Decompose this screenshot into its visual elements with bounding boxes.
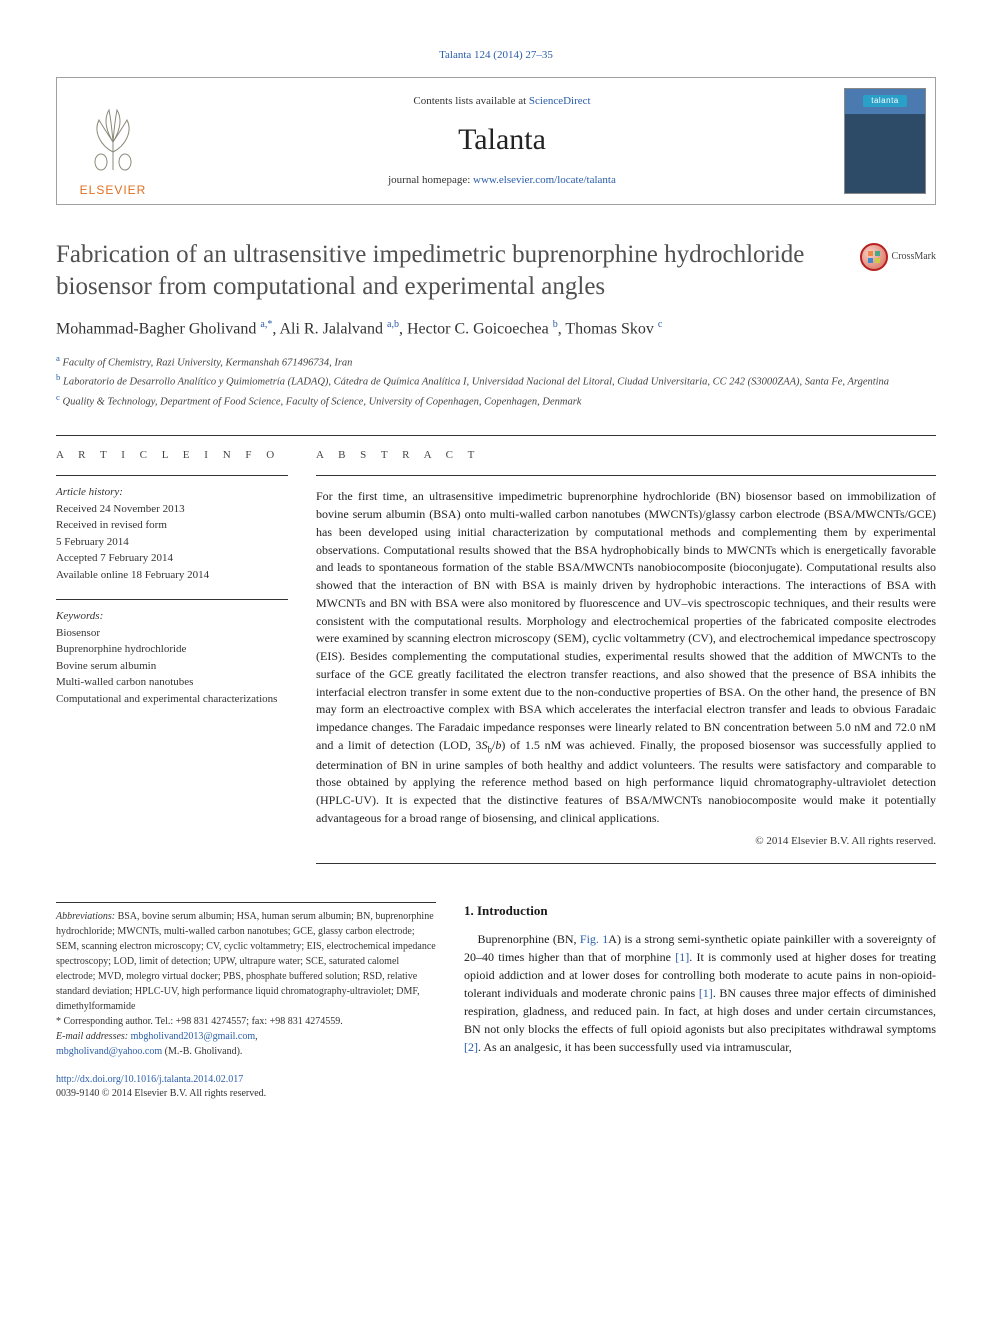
abstract-copyright: © 2014 Elsevier B.V. All rights reserved… — [316, 834, 936, 849]
citation-link[interactable]: [2] — [464, 1040, 478, 1054]
introduction-column: 1. Introduction Buprenorphine (BN, Fig. … — [464, 902, 936, 1101]
journal-reference-link[interactable]: Talanta 124 (2014) 27–35 — [439, 49, 553, 61]
corresponding-author: * Corresponding author. Tel.: +98 831 42… — [56, 1014, 436, 1029]
keyword: Bovine serum albumin — [56, 658, 288, 675]
journal-homepage-link[interactable]: www.elsevier.com/locate/talanta — [473, 174, 616, 186]
journal-homepage-line: journal homepage: www.elsevier.com/locat… — [388, 173, 616, 188]
affiliations: a Faculty of Chemistry, Razi University,… — [56, 352, 936, 411]
doi-block: http://dx.doi.org/10.1016/j.talanta.2014… — [56, 1073, 436, 1101]
keyword: Multi-walled carbon nanotubes — [56, 674, 288, 691]
journal-title: Talanta — [458, 119, 546, 161]
info-abstract-row: A R T I C L E I N F O Article history: R… — [56, 448, 936, 878]
history-line: Received in revised form — [56, 517, 288, 534]
article-info-label: A R T I C L E I N F O — [56, 448, 288, 463]
article-history-header: Article history: — [56, 484, 288, 501]
crossmark-inner-icon — [867, 250, 881, 264]
email-tail: (M.-B. Gholivand). — [162, 1046, 242, 1057]
title-row: Fabrication of an ultrasensitive impedim… — [56, 239, 936, 317]
figure-ref-link[interactable]: Fig. 1 — [580, 932, 608, 946]
contents-lists-line: Contents lists available at ScienceDirec… — [413, 94, 590, 109]
citation-link[interactable]: [1] — [699, 986, 713, 1000]
email-link-2[interactable]: mbgholivand@yahoo.com — [56, 1046, 162, 1057]
abstract-text: For the first time, an ultrasensitive im… — [316, 488, 936, 827]
elsevier-tree-icon — [81, 102, 145, 172]
page: Talanta 124 (2014) 27–35 ELSEVIER — [0, 0, 992, 1141]
email-link-1[interactable]: mbgholivand2013@gmail.com — [131, 1031, 255, 1042]
crossmark-widget[interactable]: CrossMark — [860, 243, 936, 271]
abstract-top-rule — [316, 475, 936, 476]
abstract-column: A B S T R A C T For the first time, an u… — [316, 448, 936, 878]
citation-link[interactable]: [1] — [675, 950, 689, 964]
introduction-text: Buprenorphine (BN, Fig. 1A) is a strong … — [464, 930, 936, 1056]
article-info-column: A R T I C L E I N F O Article history: R… — [56, 448, 288, 878]
history-line: Available online 18 February 2014 — [56, 567, 288, 584]
publisher-logo-cell: ELSEVIER — [57, 78, 169, 204]
history-line: 5 February 2014 — [56, 534, 288, 551]
history-line: Received 24 November 2013 — [56, 501, 288, 518]
keyword: Buprenorphine hydrochloride — [56, 641, 288, 658]
keywords-block: Keywords: BiosensorBuprenorphine hydroch… — [56, 599, 288, 707]
journal-cover-thumb — [844, 88, 926, 194]
sciencedirect-link[interactable]: ScienceDirect — [529, 95, 591, 107]
abbreviations-header: Abbreviations: — [56, 911, 115, 922]
introduction-heading: 1. Introduction — [464, 902, 936, 920]
email-block: E-mail addresses: mbgholivand2013@gmail.… — [56, 1029, 436, 1059]
publisher-wordmark: ELSEVIER — [80, 182, 147, 199]
email-header: E-mail addresses: — [56, 1031, 128, 1042]
authors-line: Mohammad-Bagher Gholivand a,*, Ali R. Ja… — [56, 317, 936, 341]
journal-header-center: Contents lists available at ScienceDirec… — [169, 78, 835, 204]
homepage-prefix: journal homepage: — [388, 174, 473, 186]
article-history-block: Article history: Received 24 November 20… — [56, 475, 288, 583]
abbreviations-block: Abbreviations: BSA, bovine serum albumin… — [56, 909, 436, 1014]
footnotes-wrapper: Abbreviations: BSA, bovine serum albumin… — [56, 902, 436, 1101]
keywords-header: Keywords: — [56, 608, 288, 625]
abbreviations-text: BSA, bovine serum albumin; HSA, human se… — [56, 911, 436, 1012]
abstract-bottom-rule — [316, 863, 936, 864]
elsevier-logo: ELSEVIER — [80, 102, 147, 198]
article-title: Fabrication of an ultrasensitive impedim… — [56, 239, 846, 303]
keyword: Biosensor — [56, 625, 288, 642]
journal-header: ELSEVIER Contents lists available at Sci… — [56, 77, 936, 205]
abstract-label: A B S T R A C T — [316, 448, 936, 463]
journal-cover-cell — [835, 78, 935, 204]
contents-prefix: Contents lists available at — [413, 95, 528, 107]
journal-reference: Talanta 124 (2014) 27–35 — [56, 48, 936, 63]
section-divider — [56, 435, 936, 436]
crossmark-label: CrossMark — [892, 250, 936, 264]
crossmark-icon — [860, 243, 888, 271]
lower-row: Abbreviations: BSA, bovine serum albumin… — [56, 902, 936, 1101]
footnotes-column: Abbreviations: BSA, bovine serum albumin… — [56, 902, 436, 1059]
keyword: Computational and experimental character… — [56, 691, 288, 708]
history-line: Accepted 7 February 2014 — [56, 550, 288, 567]
doi-link[interactable]: http://dx.doi.org/10.1016/j.talanta.2014… — [56, 1074, 243, 1085]
issn-copyright: 0039-9140 © 2014 Elsevier B.V. All right… — [56, 1088, 266, 1099]
